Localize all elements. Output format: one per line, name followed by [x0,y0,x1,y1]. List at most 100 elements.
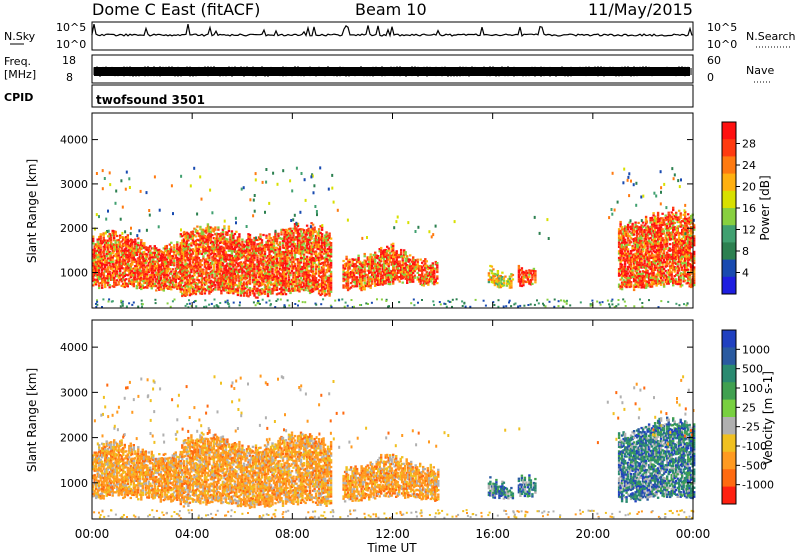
range-gate-cell [205,229,208,232]
range-gate-cell [174,256,177,259]
range-gate-cell [111,251,114,255]
range-gate-cell [208,250,211,253]
range-gate-cell [120,247,123,250]
range-gate-cell [98,258,101,261]
range-gate-cell [206,287,210,290]
range-gate-cell [110,238,113,242]
range-gate-cell [232,272,235,275]
range-gate-cell [301,279,304,282]
range-gate-cell [147,271,150,274]
range-gate-cell [205,273,208,276]
range-gate-cell [211,262,214,265]
range-gate-cell [137,268,140,271]
range-gate-cell [184,234,187,238]
range-gate-cell [147,284,150,287]
range-gate-cell [123,254,126,258]
range-gate-cell [187,283,190,286]
range-gate-cell [128,253,131,256]
range-gate-cell [248,242,252,245]
range-gate-cell [302,258,306,261]
range-gate-cell [251,254,255,257]
range-gate-cell [120,264,123,267]
range-gate-cell [129,249,132,252]
range-gate-cell [320,233,324,236]
range-gate-cell [164,258,167,261]
range-gate-cell [666,240,669,243]
range-gate-cell [184,274,187,277]
range-gate-cell [244,282,247,285]
range-gate-cell [165,278,168,281]
range-gate-cell [323,289,327,293]
range-gate-cell [241,238,244,241]
range-gate-cell [197,272,201,275]
range-gate-cell [244,245,247,248]
range-gate-cell [92,275,95,278]
range-gate-cell [245,285,249,288]
range-gate-cell [283,280,286,283]
range-gate-cell [290,247,294,250]
range-gate-cell [262,256,265,259]
range-gate-cell [194,235,198,238]
range-gate-cell [164,260,167,264]
range-gate-cell [176,263,179,266]
range-gate-cell [649,221,652,224]
range-gate-cell [116,270,119,273]
range-gate-cell [224,242,228,245]
range-gate-cell [299,257,303,260]
range-gate-cell [295,247,298,250]
range-gate-cell [134,258,137,261]
range-gate-cell [138,286,141,289]
range-gate-cell [286,260,289,263]
range-gate-cell [218,246,222,249]
range-gate-cell [269,283,273,286]
range-gate-cell [173,244,176,247]
range-gate-cell [161,261,164,265]
range-gate-cell [117,276,120,279]
range-gate-cell [251,247,255,251]
range-gate-cell [517,267,521,270]
range-gate-cell [194,248,198,251]
range-gate-cell [325,231,328,234]
range-gate-cell [637,221,640,224]
range-gate-cell [158,279,161,282]
range-gate-cell [304,264,307,267]
range-gate-cell [105,239,108,242]
range-gate-cell [117,263,120,266]
range-gate-cell [242,248,246,251]
range-gate-cell [257,282,261,285]
range-gate-cell [299,283,303,286]
range-gate-cell [248,291,252,294]
range-gate-cell [194,259,198,262]
range-gate-cell [223,271,226,274]
range-gate-cell [188,247,192,250]
range-gate-cell [296,229,300,232]
range-gate-cell [208,254,211,257]
range-gate-cell [262,267,265,270]
range-gate-cell [159,285,162,288]
range-gate-cell [215,270,219,273]
range-gate-cell [215,268,219,271]
range-gate-cell [116,250,119,253]
range-gate-cell [206,247,210,250]
range-gate-cell [117,258,120,261]
range-gate-cell [289,283,292,286]
range-gate-cell [247,268,250,271]
range-gate-cell [114,281,117,284]
range-gate-cell [238,239,241,243]
range-gate-cell [666,225,669,228]
range-gate-cell [229,276,232,279]
range-gate-cell [496,270,500,273]
range-gate-cell [259,273,262,276]
range-gate-cell [179,250,182,253]
range-gate-cell [212,241,216,244]
range-gate-cell [173,253,176,256]
range-gate-cell [120,273,123,276]
range-gate-cell [307,227,310,230]
range-gate-cell [247,239,250,242]
range-gate-cell [96,249,99,252]
range-gate-cell [311,223,315,226]
range-gate-cell [254,245,258,248]
range-gate-cell [214,228,217,231]
range-gate-cell [143,277,146,280]
range-gate-cell [329,279,333,282]
